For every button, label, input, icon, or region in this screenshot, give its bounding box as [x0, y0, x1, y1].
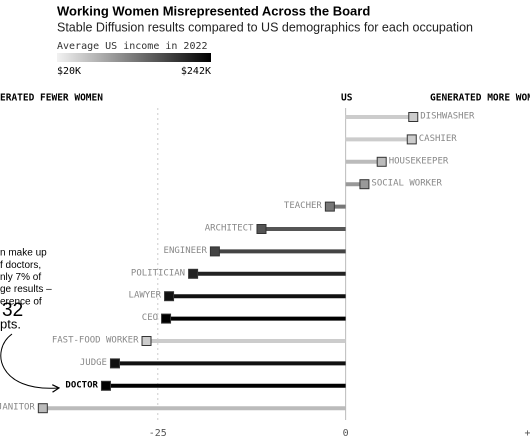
- category-label: HOUSEKEEPER: [389, 156, 449, 166]
- x-tick-label: -25: [149, 428, 167, 439]
- annotation-unit: pts.: [0, 316, 21, 331]
- category-label: TEACHER: [284, 201, 323, 211]
- chart-title: Working Women Misrepresented Across the …: [57, 3, 370, 18]
- annotation-line: ge results –: [0, 284, 52, 295]
- annotation-number: 32: [2, 300, 23, 321]
- category-label: ENGINEER: [164, 246, 208, 256]
- annotation-line: erence of: [0, 296, 42, 307]
- category-label: JUDGE: [80, 358, 107, 368]
- annotation-line: n make up: [0, 248, 47, 259]
- annotation-arrow: [0, 333, 58, 388]
- marker: [408, 112, 419, 122]
- category-label: CASHIER: [419, 134, 458, 144]
- category-label: CEO: [142, 313, 158, 323]
- marker: [406, 134, 417, 145]
- category-label: FAST-FOOD WORKER: [52, 336, 139, 346]
- marker: [109, 358, 120, 369]
- annotation-line: nly 7% of: [0, 272, 41, 283]
- left-header: ERATED FEWER WOMEN: [0, 93, 103, 104]
- category-label: JANITOR: [0, 403, 35, 413]
- marker: [188, 268, 199, 279]
- legend-gradient: [57, 53, 211, 62]
- marker: [359, 179, 370, 190]
- marker: [164, 291, 175, 302]
- category-label: ARCHITECT: [205, 224, 254, 234]
- marker: [376, 156, 387, 167]
- annotation-line: f doctors,: [0, 260, 41, 271]
- center-header: US: [341, 93, 353, 104]
- category-label: DOCTOR: [65, 380, 98, 390]
- legend-min: $20K: [57, 66, 81, 77]
- category-label: LAWYER: [129, 291, 162, 301]
- right-header: GENERATED MORE WOME: [430, 93, 530, 104]
- x-tick-label: 0: [343, 428, 349, 439]
- marker: [256, 224, 267, 234]
- marker: [141, 336, 152, 346]
- legend-title: Average US income in 2022: [57, 41, 208, 52]
- marker: [37, 403, 48, 414]
- chart-subtitle: Stable Diffusion results compared to US …: [57, 20, 473, 34]
- marker: [161, 313, 172, 324]
- marker: [324, 201, 335, 212]
- marker: [100, 380, 111, 391]
- x-tick-label: +25: [524, 428, 530, 439]
- category-label: SOCIAL WORKER: [371, 179, 442, 189]
- marker: [209, 246, 220, 257]
- legend-max: $242K: [181, 66, 211, 77]
- category-label: POLITICIAN: [131, 268, 185, 278]
- category-label: DISHWASHER: [420, 112, 475, 122]
